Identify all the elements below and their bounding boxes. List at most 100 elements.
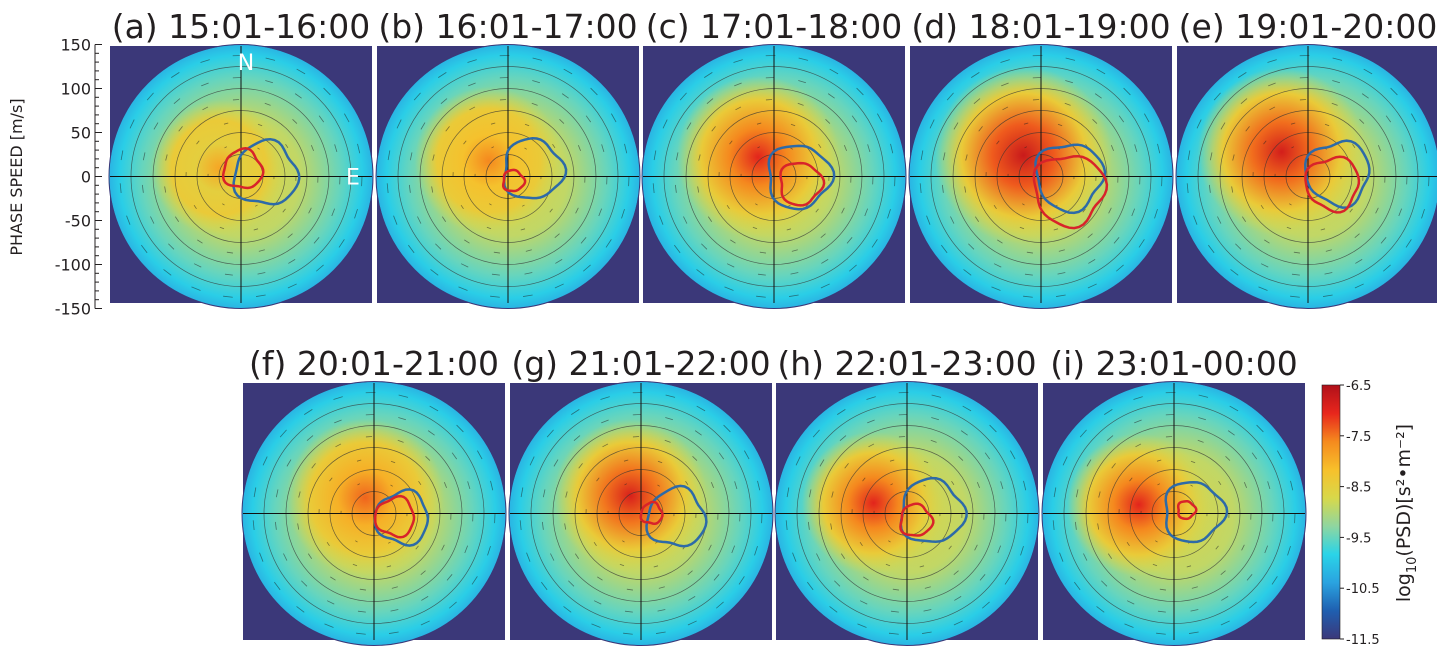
dash-mark	[675, 152, 679, 161]
red-contour	[779, 161, 826, 207]
dash-mark	[254, 204, 258, 207]
dash-mark	[590, 87, 598, 96]
dash-mark	[1186, 565, 1192, 568]
panel-title: (f) 20:01-21:00	[249, 344, 499, 383]
dash-mark	[1290, 480, 1294, 491]
dash-mark	[1094, 93, 1102, 99]
dash-mark	[1354, 283, 1364, 289]
dash-mark	[701, 243, 708, 250]
dash-mark	[704, 72, 713, 78]
dash-mark	[282, 208, 286, 213]
dash-mark	[393, 215, 398, 225]
dash-mark	[1264, 239, 1270, 244]
dash-mark	[815, 208, 819, 213]
dash-mark	[563, 68, 573, 75]
dash-mark	[984, 452, 991, 460]
dash-mark	[226, 251, 234, 254]
dash-mark	[334, 144, 338, 153]
dash-mark	[431, 186, 434, 193]
panel-i: (i) 23:01-00:00	[1041, 344, 1307, 646]
dash-mark	[520, 487, 524, 498]
dash-mark	[923, 484, 926, 487]
dash-mark	[1189, 631, 1199, 634]
dash-mark	[308, 207, 312, 214]
dash-mark	[390, 609, 399, 612]
colorbar-tick-label: -10.5	[1346, 582, 1380, 597]
dash-mark	[1380, 237, 1387, 244]
dash-mark	[1217, 216, 1222, 224]
dash-mark	[1293, 251, 1301, 254]
dash-mark	[623, 632, 633, 635]
dash-mark	[477, 450, 483, 460]
dash-mark	[807, 521, 810, 530]
dash-mark	[1000, 59, 1010, 63]
dash-mark	[922, 631, 932, 634]
dash-mark	[413, 92, 421, 101]
panel-title: (d) 18:01-19:00	[911, 7, 1170, 46]
dash-mark	[398, 417, 407, 421]
dash-mark	[335, 443, 342, 448]
dash-mark	[264, 102, 271, 106]
psd-peak	[1197, 68, 1366, 236]
dash-mark	[1186, 183, 1189, 194]
dash-mark	[307, 553, 313, 559]
y-tick-label: -150	[55, 300, 91, 319]
dash-mark	[889, 459, 895, 462]
dash-mark	[460, 263, 469, 268]
dash-mark	[574, 553, 580, 559]
dash-mark	[657, 609, 666, 612]
dash-mark	[942, 152, 946, 161]
dash-mark	[398, 394, 409, 398]
dash-mark	[1110, 145, 1114, 152]
dash-mark	[946, 92, 954, 101]
dash-mark	[224, 273, 233, 276]
dash-mark	[173, 98, 181, 104]
dash-mark	[706, 98, 714, 104]
dash-mark	[920, 150, 924, 161]
dash-mark	[387, 150, 391, 161]
dash-mark	[286, 459, 292, 467]
dash-mark	[1074, 521, 1077, 530]
dash-mark	[396, 119, 402, 129]
dash-mark	[797, 102, 804, 106]
dash-mark	[467, 59, 477, 63]
dash-mark	[919, 183, 922, 194]
red-contour	[639, 500, 664, 526]
dash-mark	[1113, 237, 1120, 244]
dash-mark	[1355, 259, 1363, 264]
dash-mark	[1115, 264, 1124, 272]
dash-mark	[1213, 92, 1221, 101]
dash-mark	[201, 82, 209, 87]
dash-mark	[141, 184, 144, 193]
dash-mark	[397, 439, 404, 443]
dash-mark	[420, 570, 426, 575]
colorbar-tick-label: -6.5	[1346, 379, 1371, 394]
dash-mark	[1349, 208, 1353, 213]
dash-mark	[1221, 596, 1229, 601]
panel-title: (e) 19:01-20:00	[1179, 7, 1437, 46]
dash-mark	[580, 237, 587, 244]
dash-mark	[554, 283, 564, 289]
dash-mark	[996, 140, 1000, 145]
dash-mark	[1187, 150, 1191, 161]
dash-mark	[330, 576, 336, 581]
dash-mark	[524, 123, 530, 127]
dash-mark	[829, 606, 838, 613]
dash-mark	[288, 259, 296, 264]
dash-mark	[989, 424, 997, 433]
dash-mark	[564, 523, 567, 530]
dash-mark	[1375, 207, 1379, 214]
dash-mark	[1208, 244, 1215, 254]
dash-mark	[974, 216, 980, 222]
dash-mark	[941, 244, 948, 254]
dash-mark	[1291, 273, 1300, 276]
dash-mark	[688, 596, 696, 601]
red-contour	[501, 168, 527, 193]
dash-mark	[929, 119, 935, 129]
dash-mark	[553, 459, 559, 467]
dash-mark	[326, 541, 330, 547]
dash-mark	[298, 491, 301, 498]
dash-mark	[734, 481, 738, 490]
dash-mark	[831, 491, 834, 498]
